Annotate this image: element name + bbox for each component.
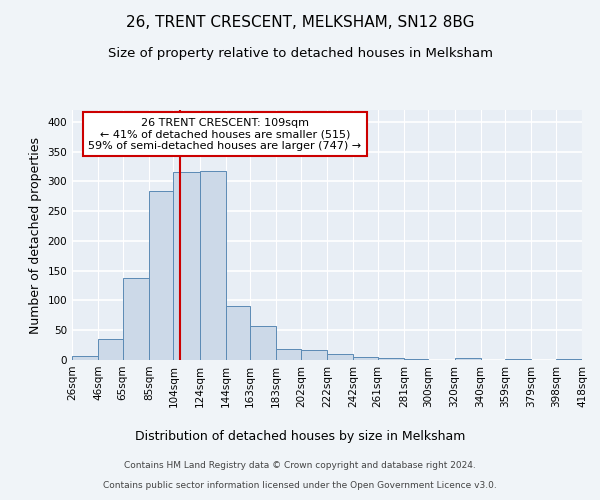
Bar [404, 359, 428, 360]
Bar [72, 356, 98, 360]
Text: Contains public sector information licensed under the Open Government Licence v3: Contains public sector information licen… [103, 481, 497, 490]
Bar [455, 358, 481, 360]
Bar [149, 191, 173, 360]
Text: 26 TRENT CRESCENT: 109sqm
← 41% of detached houses are smaller (515)
59% of semi: 26 TRENT CRESCENT: 109sqm ← 41% of detac… [88, 118, 362, 150]
Bar [556, 359, 582, 360]
Y-axis label: Number of detached properties: Number of detached properties [29, 136, 42, 334]
Bar [353, 357, 378, 360]
Text: Contains HM Land Registry data © Crown copyright and database right 2024.: Contains HM Land Registry data © Crown c… [124, 461, 476, 470]
Bar [378, 358, 404, 360]
Bar [250, 326, 276, 360]
Bar [301, 350, 327, 360]
Bar [276, 350, 301, 360]
Bar [226, 306, 250, 360]
Bar [199, 172, 226, 360]
Bar [327, 354, 353, 360]
Bar [173, 172, 199, 360]
Bar [123, 278, 149, 360]
Bar [505, 359, 531, 360]
Bar [98, 339, 123, 360]
Text: Size of property relative to detached houses in Melksham: Size of property relative to detached ho… [107, 48, 493, 60]
Text: Distribution of detached houses by size in Melksham: Distribution of detached houses by size … [135, 430, 465, 443]
Text: 26, TRENT CRESCENT, MELKSHAM, SN12 8BG: 26, TRENT CRESCENT, MELKSHAM, SN12 8BG [126, 15, 474, 30]
